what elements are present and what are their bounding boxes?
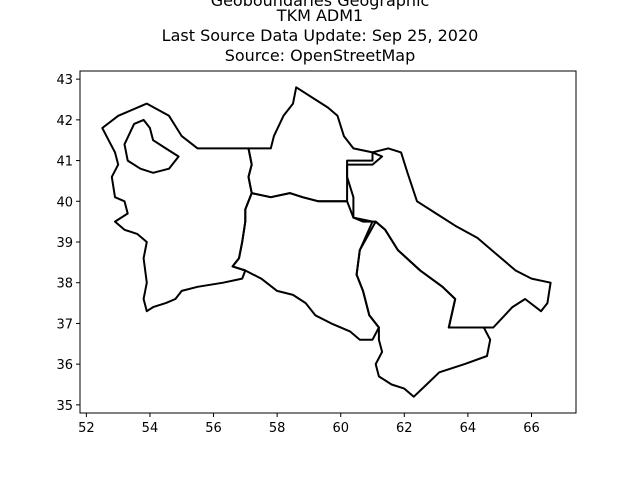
x-tick-label: 54 (142, 421, 159, 436)
lake-kara-bogaz-gol (123, 118, 180, 174)
x-tick-label: 56 (205, 421, 222, 436)
region-ahal (231, 192, 380, 341)
y-tick-label: 35 (56, 399, 73, 414)
x-tick-label: 62 (396, 421, 413, 436)
water-bodies (123, 118, 180, 174)
plot-frame (79, 70, 577, 414)
map-title-1: Geoboundaries Geographic (210, 0, 430, 10)
region-dashoguz (247, 86, 384, 203)
y-tick-label: 42 (56, 114, 73, 129)
region-balkan (101, 102, 253, 313)
y-tick-label: 43 (56, 73, 73, 88)
x-tick-label: 64 (460, 421, 477, 436)
x-tick-label: 60 (332, 421, 349, 436)
x-axis: 52 54 56 58 60 62 64 66 (78, 413, 540, 436)
y-tick-label: 36 (56, 358, 73, 373)
x-tick-label: 52 (78, 421, 95, 436)
y-tick-label: 39 (56, 236, 73, 251)
region-lebap (346, 147, 552, 329)
y-tick-label: 38 (56, 277, 73, 292)
y-tick-label: 41 (56, 155, 73, 170)
map-title-3: Last Source Data Update: Sep 25, 2020 (161, 26, 479, 45)
region-mary (355, 220, 492, 398)
map-title-4: Source: OpenStreetMap (224, 46, 416, 65)
x-tick-label: 66 (523, 421, 540, 436)
y-axis: 35 36 37 38 39 40 41 42 43 (56, 73, 80, 414)
y-tick-label: 40 (56, 195, 73, 210)
x-tick-label: 58 (269, 421, 286, 436)
y-tick-label: 37 (56, 317, 73, 332)
admin-regions (101, 86, 552, 398)
map-title-2: TKM ADM1 (276, 6, 364, 25)
